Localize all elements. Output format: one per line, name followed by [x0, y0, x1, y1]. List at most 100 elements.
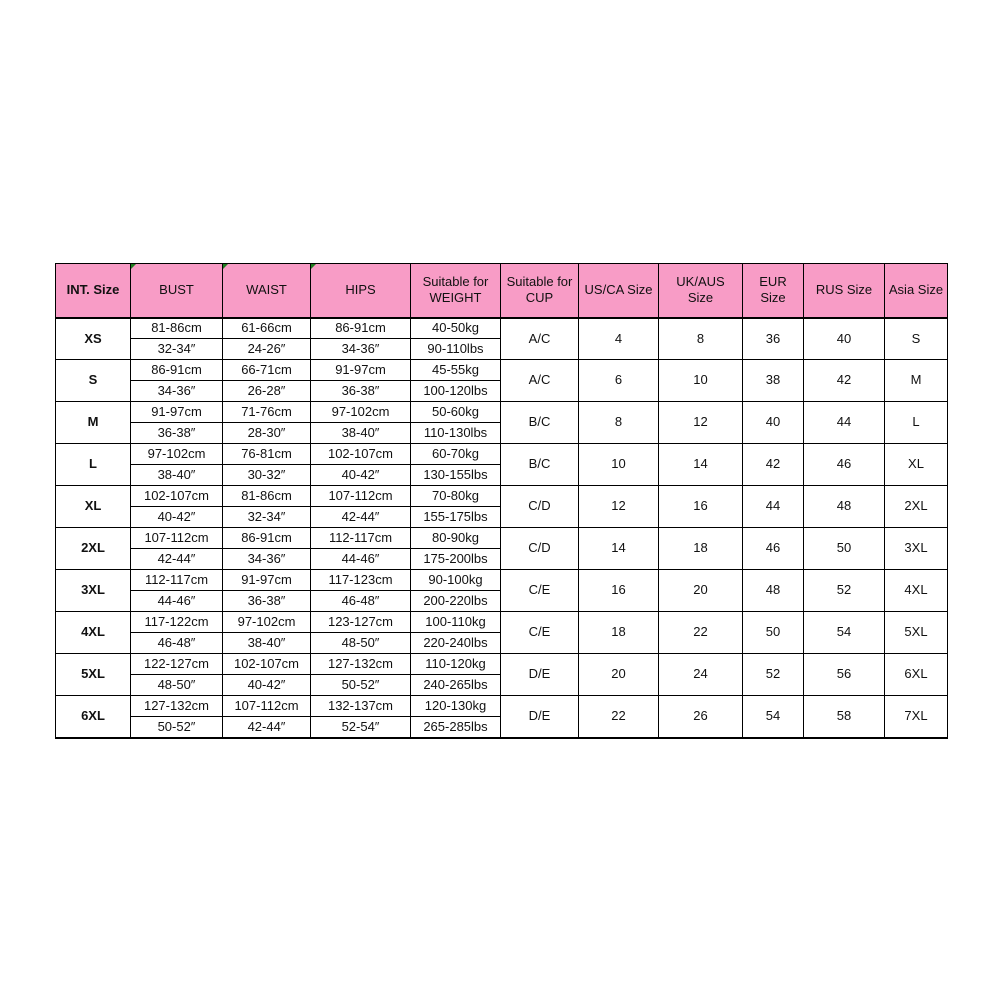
bust-cm-cell: 86-91cm — [130, 359, 223, 381]
hips-cm-cell: 91-97cm — [310, 359, 411, 381]
size-cell: 4XL — [55, 611, 131, 654]
cup-cell: B/C — [500, 401, 579, 444]
asia-size-cell: 4XL — [884, 569, 948, 612]
weight-kg-cell: 70-80kg — [410, 485, 501, 507]
size-cell: XS — [55, 317, 131, 360]
header-cell-hips: HIPS — [310, 263, 411, 319]
hips-in-cell: 40-42″ — [310, 464, 411, 486]
size-cell: M — [55, 401, 131, 444]
uk-aus-size-cell: 20 — [658, 569, 743, 612]
asia-size-cell: S — [884, 317, 948, 360]
asia-size-cell: 3XL — [884, 527, 948, 570]
bust-cm-cell: 112-117cm — [130, 569, 223, 591]
hips-cm-cell: 112-117cm — [310, 527, 411, 549]
size-chart: INT. Size BUST WAIST HIPS Suitable for W… — [55, 263, 948, 739]
weight-lbs-cell: 175-200lbs — [410, 548, 501, 570]
waist-in-cell: 36-38″ — [222, 590, 311, 612]
header-row: INT. Size BUST WAIST HIPS Suitable for W… — [55, 263, 948, 319]
header-cell-us-ca: US/CA Size — [578, 263, 659, 319]
size-cell: L — [55, 443, 131, 486]
table-body: XS 81-86cm 61-66cm 86-91cm 40-50kg A/C 4… — [55, 317, 948, 738]
us-ca-size-cell: 18 — [578, 611, 659, 654]
rus-size-cell: 58 — [803, 695, 885, 738]
eur-size-cell: 44 — [742, 485, 804, 528]
hips-in-cell: 36-38″ — [310, 380, 411, 402]
us-ca-size-cell: 16 — [578, 569, 659, 612]
hips-in-cell: 38-40″ — [310, 422, 411, 444]
weight-kg-cell: 50-60kg — [410, 401, 501, 423]
rus-size-cell: 56 — [803, 653, 885, 696]
uk-aus-size-cell: 16 — [658, 485, 743, 528]
table-row-metric: M 91-97cm 71-76cm 97-102cm 50-60kg B/C 8… — [55, 401, 948, 444]
weight-lbs-cell: 130-155lbs — [410, 464, 501, 486]
rus-size-cell: 46 — [803, 443, 885, 486]
weight-lbs-cell: 90-110lbs — [410, 338, 501, 360]
table-row-metric: S 86-91cm 66-71cm 91-97cm 45-55kg A/C 6 … — [55, 359, 948, 402]
weight-kg-cell: 60-70kg — [410, 443, 501, 465]
bust-in-cell: 38-40″ — [130, 464, 223, 486]
bust-cm-cell: 122-127cm — [130, 653, 223, 675]
bust-in-cell: 50-52″ — [130, 716, 223, 738]
waist-cm-cell: 97-102cm — [222, 611, 311, 633]
bust-in-cell: 34-36″ — [130, 380, 223, 402]
eur-size-cell: 52 — [742, 653, 804, 696]
hips-in-cell: 34-36″ — [310, 338, 411, 360]
cup-cell: A/C — [500, 317, 579, 360]
header-label: HIPS — [345, 282, 376, 298]
asia-size-cell: L — [884, 401, 948, 444]
waist-in-cell: 24-26″ — [222, 338, 311, 360]
cup-cell: C/E — [500, 611, 579, 654]
waist-in-cell: 42-44″ — [222, 716, 311, 738]
weight-lbs-cell: 240-265lbs — [410, 674, 501, 696]
hips-cm-cell: 86-91cm — [310, 317, 411, 339]
uk-aus-size-cell: 26 — [658, 695, 743, 738]
bust-cm-cell: 107-112cm — [130, 527, 223, 549]
header-cell-waist: WAIST — [222, 263, 311, 319]
bust-cm-cell: 91-97cm — [130, 401, 223, 423]
hips-in-cell: 52-54″ — [310, 716, 411, 738]
uk-aus-size-cell: 24 — [658, 653, 743, 696]
us-ca-size-cell: 10 — [578, 443, 659, 486]
size-cell: 6XL — [55, 695, 131, 738]
table-row-imperial: 50-52″ 42-44″ 52-54″ 265-285lbs — [56, 716, 948, 738]
header-label: WAIST — [246, 282, 287, 298]
hips-cm-cell: 97-102cm — [310, 401, 411, 423]
waist-in-cell: 40-42″ — [222, 674, 311, 696]
size-cell: 5XL — [55, 653, 131, 696]
eur-size-cell: 46 — [742, 527, 804, 570]
asia-size-cell: 7XL — [884, 695, 948, 738]
weight-lbs-cell: 200-220lbs — [410, 590, 501, 612]
eur-size-cell: 38 — [742, 359, 804, 402]
bust-in-cell: 32-34″ — [130, 338, 223, 360]
table-row-imperial: 48-50″ 40-42″ 50-52″ 240-265lbs — [56, 674, 948, 696]
table-row-metric: L 97-102cm 76-81cm 102-107cm 60-70kg B/C… — [55, 443, 948, 486]
header-label: BUST — [159, 282, 194, 298]
weight-lbs-cell: 220-240lbs — [410, 632, 501, 654]
uk-aus-size-cell: 18 — [658, 527, 743, 570]
rus-size-cell: 52 — [803, 569, 885, 612]
size-chart-table: INT. Size BUST WAIST HIPS Suitable for W… — [55, 263, 948, 739]
table-header: INT. Size BUST WAIST HIPS Suitable for W… — [55, 263, 948, 319]
eur-size-cell: 42 — [742, 443, 804, 486]
header-cell-eur: EUR Size — [742, 263, 804, 319]
waist-cm-cell: 107-112cm — [222, 695, 311, 717]
table-row-imperial: 46-48″ 38-40″ 48-50″ 220-240lbs — [56, 632, 948, 654]
header-cell-cup: Suitable for CUP — [500, 263, 579, 319]
header-cell-rus: RUS Size — [803, 263, 885, 319]
table-row-imperial: 42-44″ 34-36″ 44-46″ 175-200lbs — [56, 548, 948, 570]
waist-cm-cell: 71-76cm — [222, 401, 311, 423]
rus-size-cell: 50 — [803, 527, 885, 570]
cup-cell: D/E — [500, 695, 579, 738]
hips-in-cell: 50-52″ — [310, 674, 411, 696]
cell-corner-mark-icon — [223, 264, 228, 269]
waist-cm-cell: 66-71cm — [222, 359, 311, 381]
uk-aus-size-cell: 22 — [658, 611, 743, 654]
weight-kg-cell: 90-100kg — [410, 569, 501, 591]
header-cell-asia: Asia Size — [884, 263, 948, 319]
weight-lbs-cell: 100-120lbs — [410, 380, 501, 402]
hips-cm-cell: 117-123cm — [310, 569, 411, 591]
header-cell-int-size: INT. Size — [55, 263, 131, 319]
waist-in-cell: 28-30″ — [222, 422, 311, 444]
weight-lbs-cell: 155-175lbs — [410, 506, 501, 528]
hips-in-cell: 42-44″ — [310, 506, 411, 528]
